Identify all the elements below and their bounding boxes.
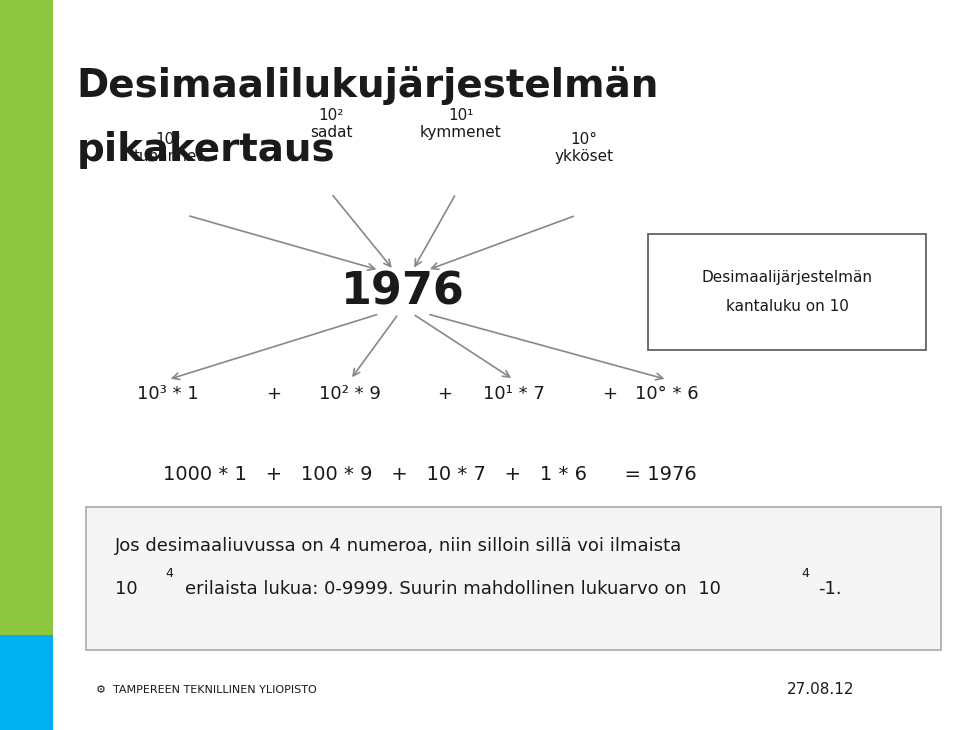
Text: Desimaalilukujärjestelmän: Desimaalilukujärjestelmän	[77, 66, 660, 104]
Text: 10² * 9: 10² * 9	[320, 385, 381, 403]
Text: Desimaalijärjestelmän: Desimaalijärjestelmän	[702, 270, 873, 285]
FancyBboxPatch shape	[648, 234, 926, 350]
FancyBboxPatch shape	[86, 507, 941, 650]
Text: 27.08.12: 27.08.12	[787, 683, 854, 697]
Text: 1976: 1976	[341, 271, 466, 313]
Bar	[0, 635, 53, 730]
Text: 10²
sadat: 10² sadat	[310, 108, 352, 140]
Text: 4: 4	[165, 567, 173, 580]
Text: -1.: -1.	[818, 580, 842, 599]
Text: 1000 * 1   +   100 * 9   +   10 * 7   +   1 * 6      = 1976: 1000 * 1 + 100 * 9 + 10 * 7 + 1 * 6 = 19…	[163, 465, 697, 484]
Bar	[0, 0, 53, 635]
Text: +: +	[602, 385, 617, 403]
Text: 10: 10	[115, 580, 144, 599]
Text: +: +	[266, 385, 281, 403]
FancyBboxPatch shape	[0, 642, 53, 730]
Text: +: +	[437, 385, 452, 403]
Text: Jos desimaaliuvussa on 4 numeroa, niin silloin sillä voi ilmaista: Jos desimaaliuvussa on 4 numeroa, niin s…	[115, 537, 683, 555]
Text: ⚙  TAMPEREEN TEKNILLINEN YLIOPISTO: ⚙ TAMPEREEN TEKNILLINEN YLIOPISTO	[96, 685, 317, 695]
Text: 10³ * 1: 10³ * 1	[137, 385, 199, 403]
Text: 4: 4	[802, 567, 809, 580]
Text: pikakertaus: pikakertaus	[77, 131, 335, 169]
FancyBboxPatch shape	[0, 204, 53, 730]
Text: 10¹ * 7: 10¹ * 7	[483, 385, 544, 403]
Text: 10°
ykköset: 10° ykköset	[554, 132, 613, 164]
Text: 10° * 6: 10° * 6	[636, 385, 699, 403]
Text: erilaista lukua: 0-9999. Suurin mahdollinen lukuarvo on  10: erilaista lukua: 0-9999. Suurin mahdolli…	[185, 580, 727, 599]
Text: kantaluku on 10: kantaluku on 10	[726, 299, 849, 314]
Text: 10³
tuhannet: 10³ tuhannet	[133, 132, 203, 164]
Text: 10¹
kymmenet: 10¹ kymmenet	[420, 108, 502, 140]
